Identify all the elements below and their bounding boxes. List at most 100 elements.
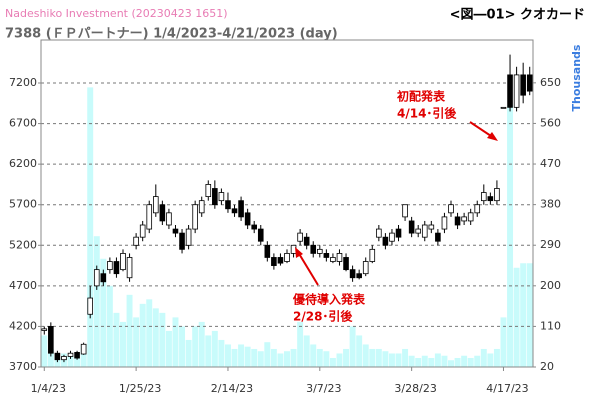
y2-tick-label: 110 (540, 319, 561, 332)
y2-tick-label: 380 (540, 198, 561, 211)
volume-bar (139, 303, 146, 367)
arrow-head (487, 132, 498, 141)
candle-body (448, 204, 454, 214)
candle-body (107, 261, 113, 271)
candle-body (225, 200, 231, 210)
candle-body (100, 273, 107, 283)
y2-tick-label: 560 (540, 116, 561, 129)
candle-body (146, 204, 153, 230)
candle-body (441, 216, 448, 230)
volume-bar (297, 321, 304, 367)
volume-bar (231, 348, 238, 367)
candle-body (389, 232, 395, 242)
volume-bar (198, 321, 205, 367)
volume-bar (369, 348, 376, 367)
volume-bar (362, 344, 369, 367)
arrow-head (295, 247, 303, 258)
y-tick-label: 5200 (9, 238, 37, 251)
candle-body (251, 224, 258, 230)
candle-body (172, 228, 179, 234)
candle-body (487, 196, 494, 202)
volume-bar (290, 348, 297, 367)
candle-body (467, 212, 474, 222)
candle-body (74, 351, 80, 359)
candle-body (382, 236, 389, 246)
candle-body (244, 212, 251, 226)
y-tick-label: 4200 (9, 319, 37, 332)
volume-bar (408, 355, 415, 367)
x-tick-label: 1/25/23 (119, 382, 161, 395)
volume-bar (480, 348, 487, 367)
volume-bar (388, 353, 395, 367)
y-tick-label: 3700 (9, 360, 37, 373)
y2-axis-label: Thousands (570, 44, 583, 111)
annotation: 2/28･引後 (293, 309, 353, 324)
candle-body (526, 74, 533, 92)
y-tick-label: 7200 (9, 76, 37, 89)
plot-area (41, 54, 533, 368)
candle-body (310, 244, 317, 254)
candle-body (126, 257, 133, 279)
candle-body (192, 204, 198, 230)
volume-bar (461, 355, 468, 367)
volume-bar (113, 312, 120, 367)
candle-body (520, 74, 526, 96)
candle-body (415, 228, 421, 234)
candle-body (323, 253, 330, 258)
candle-body (231, 208, 238, 214)
candle-body (264, 244, 271, 258)
volume-bar (382, 351, 389, 367)
volume-bar (47, 348, 54, 367)
volume-bar (474, 355, 481, 367)
candle-body (139, 224, 146, 238)
candle-body (277, 257, 284, 264)
x-tick-label: 2/14/23 (211, 382, 253, 395)
candle-body (61, 356, 67, 361)
candle-body (369, 248, 376, 262)
y2-tick-label: 650 (540, 76, 561, 89)
volume-bar (375, 348, 382, 367)
volume-bar (500, 317, 507, 367)
candle-body (48, 326, 54, 354)
figure-label: <図―01> クオカード (450, 8, 585, 23)
volume-bar (93, 236, 100, 367)
volume-bar (336, 353, 343, 367)
volume-bar (244, 346, 251, 367)
candle-body (212, 188, 218, 206)
candle-body (284, 253, 290, 262)
volume-bar (467, 357, 474, 367)
volume-bar (356, 335, 363, 367)
volume-bar (67, 355, 74, 367)
candle-body (316, 248, 323, 254)
candle-body (461, 216, 467, 222)
candle-body (336, 253, 343, 262)
y2-tick-label: 20 (540, 360, 554, 373)
x-tick-label: 1/4/23 (31, 382, 66, 395)
candle-body (474, 204, 481, 214)
volume-bar (185, 339, 192, 367)
candle-body (152, 196, 159, 214)
volume-bar (487, 353, 494, 367)
volume-bar (415, 357, 422, 367)
volume-bar (329, 357, 336, 367)
x-tick-label: 3/28/23 (394, 382, 436, 395)
volume-bar (493, 348, 500, 367)
volume-bar (284, 351, 290, 367)
volume-bar (520, 263, 527, 367)
volume-bar (54, 357, 61, 367)
volume-bar (402, 348, 409, 367)
volume-bar (349, 326, 356, 367)
y-tick-label: 4700 (9, 279, 37, 292)
volume-bar (224, 344, 231, 367)
candle-body (54, 352, 61, 361)
volume-bar (238, 344, 245, 367)
volume-bar (133, 317, 140, 367)
volume-bar (172, 317, 179, 367)
candle-body (179, 232, 185, 250)
candle-body (41, 328, 48, 331)
volume-bar (152, 308, 159, 367)
candle-body (159, 204, 166, 222)
volume-bar (257, 351, 264, 367)
candle-body (93, 269, 100, 287)
volume-bar (80, 344, 87, 367)
